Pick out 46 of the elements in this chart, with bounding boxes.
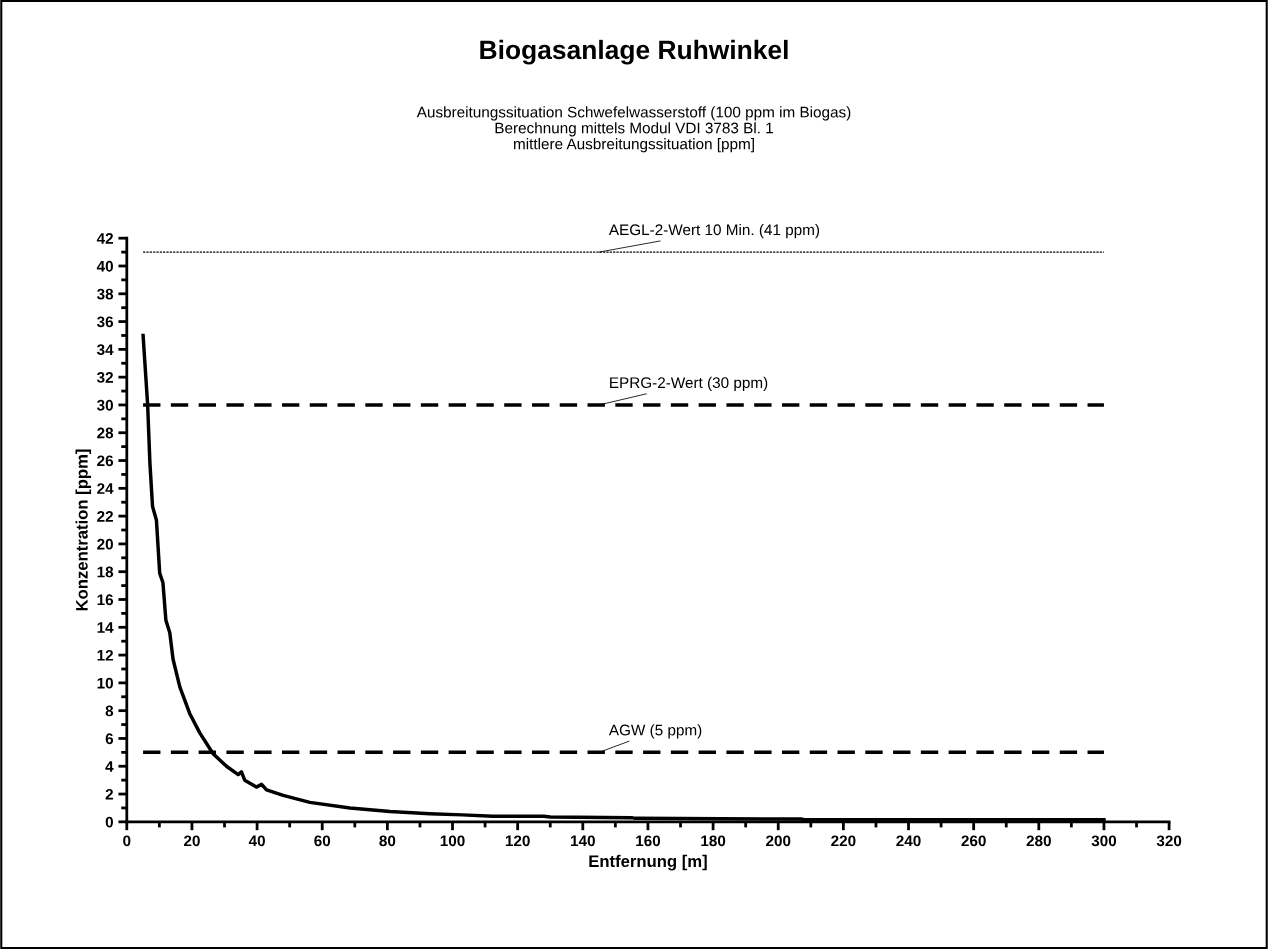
- y-tick-label: 42: [96, 233, 113, 244]
- x-tick-label: 80: [379, 835, 396, 847]
- ref-line-label: AEGL-2-Wert 10 Min. (41 ppm): [608, 223, 820, 239]
- x-tick-label: 260: [961, 835, 986, 847]
- y-tick-label: 38: [96, 288, 114, 300]
- x-tick-label: 200: [766, 835, 791, 847]
- x-tick-label: 240: [896, 835, 921, 847]
- x-tick-label: 20: [183, 835, 200, 847]
- x-tick-label: 120: [505, 835, 530, 847]
- x-tick-label: 0: [123, 835, 131, 847]
- ref-line-label: AGW (5 ppm): [608, 724, 702, 739]
- y-tick-label: 14: [97, 622, 114, 633]
- ref-line-label: EPRG-2-Wert (30 ppm): [610, 376, 768, 392]
- y-tick-label: 26: [97, 455, 114, 467]
- y-tick-label: 24: [97, 483, 114, 494]
- chart-subtitle: Ausbreitungssituation Schwefelwasserstoff (100 ppm im Biogas) Berechnung mittels Modul VDI 3783 Bl. 1 mittlere Ausbreitungssituation [ppm]: [416, 106, 851, 153]
- x-tick-label: 160: [636, 835, 661, 847]
- x-tick-label: 40: [248, 835, 265, 847]
- y-tick-label: 16: [97, 594, 114, 606]
- x-tick-label: 60: [314, 835, 331, 847]
- x-tick-label: 220: [831, 835, 856, 847]
- x-tick-label: 100: [440, 835, 465, 847]
- y-tick-label: 20: [97, 538, 113, 550]
- x-tick-label: 320: [1156, 835, 1182, 847]
- y-tick-label: 40: [96, 260, 113, 272]
- y-axis-title: Konzentration [ppm]: [75, 449, 92, 611]
- y-tick-label: 36: [96, 316, 114, 328]
- x-tick-label: 300: [1091, 835, 1117, 847]
- x-tick-label: 180: [701, 835, 726, 847]
- y-tick-label: 10: [97, 677, 113, 689]
- y-tick-label: 2: [105, 788, 113, 800]
- chart-title: Biogasanlage Ruhwinkel: [480, 39, 788, 65]
- y-tick-label: 32: [96, 372, 113, 383]
- x-tick-label: 140: [571, 835, 595, 847]
- y-tick-label: 34: [96, 344, 114, 356]
- y-tick-label: 6: [105, 733, 114, 745]
- y-tick-label: 18: [97, 566, 114, 578]
- y-tick-label: 28: [97, 427, 114, 439]
- y-tick-label: 0: [105, 816, 113, 828]
- y-tick-label: 8: [105, 705, 114, 717]
- y-tick-label: 30: [96, 399, 113, 411]
- y-tick-label: 22: [97, 510, 113, 522]
- y-tick-label: 4: [105, 761, 114, 772]
- y-tick-label: 12: [97, 649, 113, 661]
- x-axis-title: Entfernung [m]: [589, 854, 707, 871]
- x-tick-label: 280: [1026, 835, 1051, 847]
